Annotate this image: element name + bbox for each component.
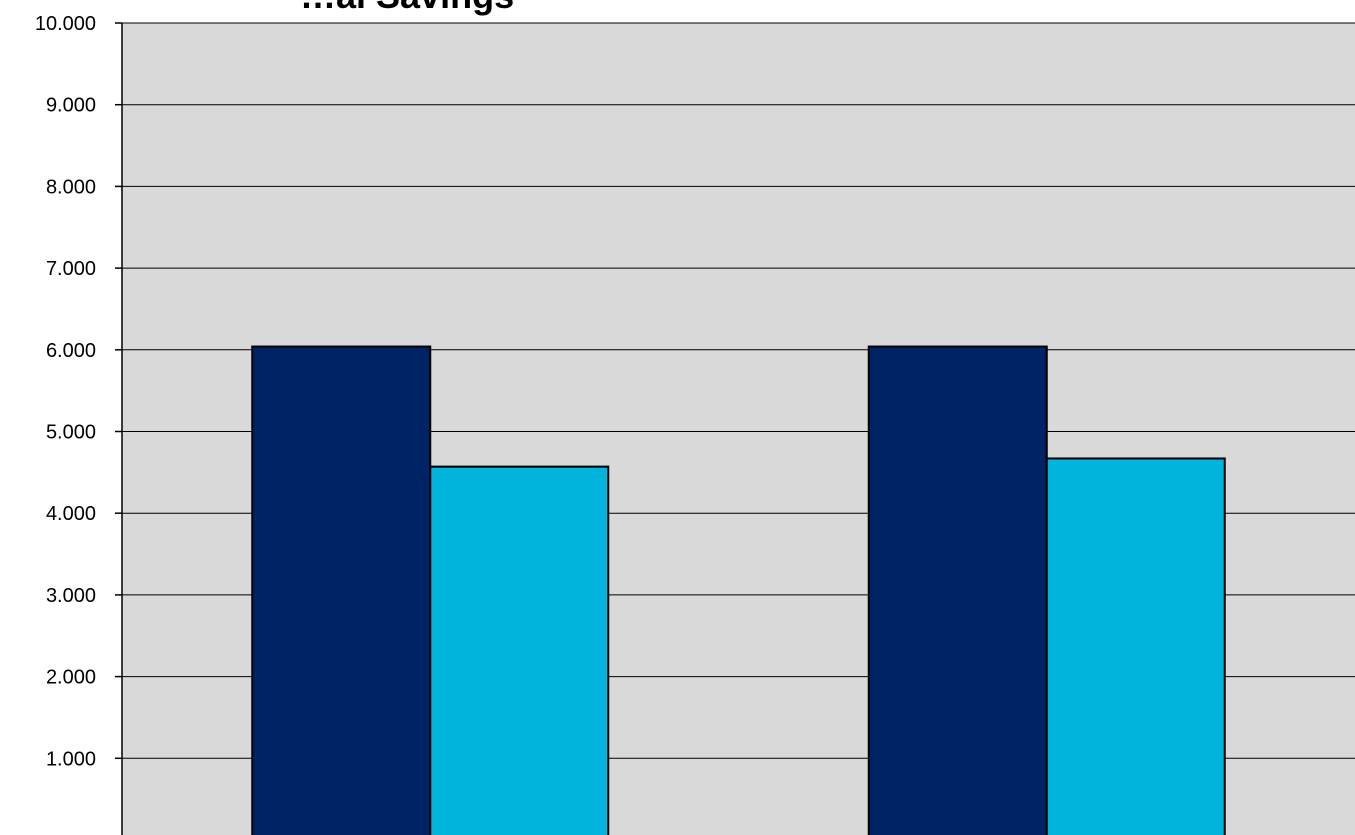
y-tick-label: 3.000 (46, 585, 96, 607)
y-tick-label: 7.000 (46, 258, 96, 280)
y-tick-label: 8.000 (46, 176, 96, 198)
bars (251, 345, 1226, 835)
y-tick-label: 1.000 (46, 748, 96, 770)
y-tick-label: 5.000 (46, 422, 96, 444)
bar (251, 345, 432, 835)
y-tick-label: 6.000 (46, 340, 96, 362)
y-tick-labels: 1.000 2.000 3.000 4.000 5.000 6.000 7.000 8.000… (35, 13, 96, 770)
y-tick-label: 10.000 (35, 13, 96, 35)
bar (867, 345, 1048, 835)
chart-title: …al Savings (300, 0, 514, 16)
y-tick-label: 2.000 (46, 667, 96, 689)
y-tick-label: 4.000 (46, 503, 96, 525)
axes (115, 22, 123, 835)
y-tick-label: 9.000 (46, 95, 96, 117)
bar (429, 465, 610, 835)
bar (1045, 457, 1226, 835)
